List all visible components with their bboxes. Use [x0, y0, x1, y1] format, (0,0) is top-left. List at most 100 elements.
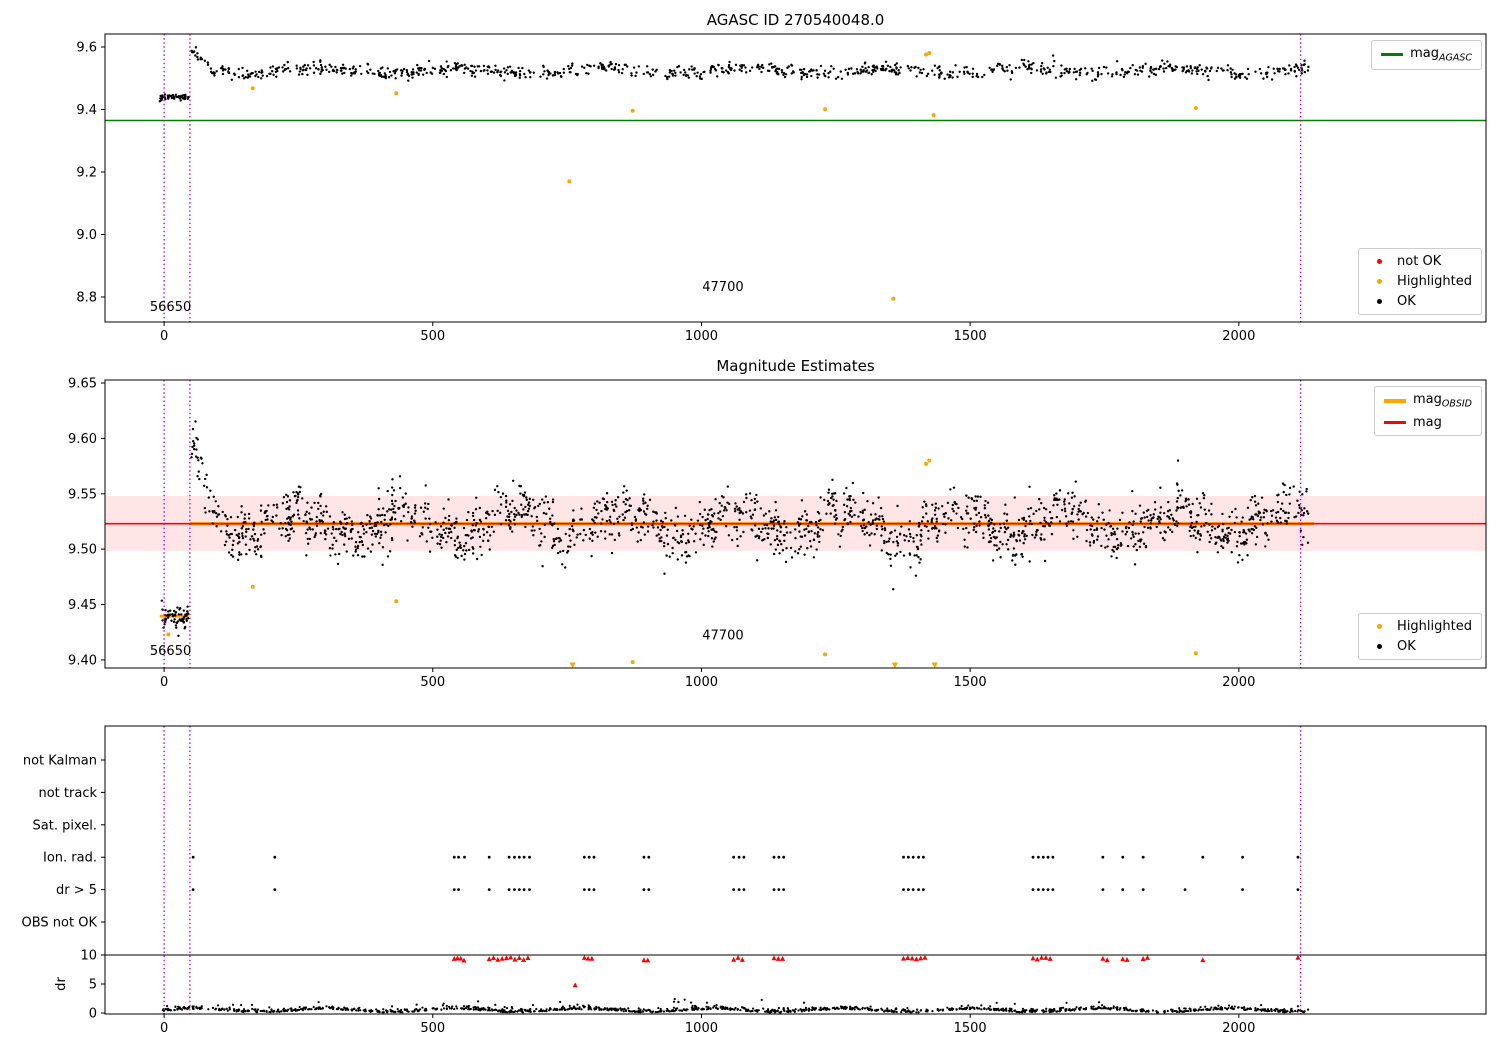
- mag-label: mag: [1412, 414, 1442, 430]
- svg-text:5: 5: [89, 978, 97, 993]
- top-plot-title: AGASC ID 270540048.0: [706, 11, 885, 29]
- svg-text:56650: 56650: [150, 644, 191, 659]
- mag-agasc-line-swatch: [1381, 53, 1404, 57]
- svg-text:9.55: 9.55: [68, 487, 97, 502]
- svg-text:1500: 1500: [954, 675, 987, 690]
- annotations: 56650 47700: [150, 629, 744, 660]
- ok-dot-icon: [1376, 299, 1382, 304]
- bottom-plot: 0 500 1000 1500 2000 not Kalman not track Sat. …: [22, 725, 1487, 1036]
- axes: 0 500 1000 1500 2000 not Kalman not track Sat. …: [22, 725, 1487, 1036]
- ok-points: [158, 46, 1310, 103]
- svg-text:500: 500: [420, 329, 445, 344]
- ion-rad-flag-points: [191, 855, 1300, 859]
- svg-text:9.60: 9.60: [68, 432, 97, 447]
- svg-text:1000: 1000: [685, 675, 718, 690]
- ok-dot-icon: [1376, 644, 1382, 649]
- dr-not-ok-points: [451, 954, 1301, 988]
- legend-item-not-ok: not OK: [1368, 254, 1472, 269]
- obsid-boundary-vlines: [163, 380, 1302, 668]
- svg-text:500: 500: [420, 1021, 445, 1036]
- legend-mid-status: Highlighted OK: [1358, 613, 1482, 660]
- svg-text:56650: 56650: [150, 300, 191, 315]
- legend-top-status: not OK Highlighted OK: [1358, 248, 1482, 315]
- svg-text:9.50: 9.50: [68, 543, 97, 558]
- legend-item-highlighted: Highlighted: [1368, 274, 1472, 289]
- highlighted-points: [250, 50, 1198, 301]
- axes: 0 500 1000 1500 2000 8.8 9.0 9.2 9.4 9.6: [76, 33, 1487, 344]
- svg-text:9.45: 9.45: [68, 598, 97, 613]
- mag-line-swatch: [1383, 420, 1406, 424]
- svg-text:8.8: 8.8: [76, 291, 97, 306]
- mag-agasc-label: magAGASC: [1410, 46, 1472, 64]
- axes: 0 500 1000 1500 2000 9.40 9.45 9.50 9.55 9.60 9.65: [68, 376, 1487, 690]
- svg-text:9.0: 9.0: [76, 228, 97, 243]
- clipped-low-triangle-icon: [569, 662, 576, 668]
- middle-plot-content: [105, 420, 1486, 668]
- legend-item-ok-2: OK: [1368, 639, 1472, 654]
- highlighted-points: [166, 458, 1198, 668]
- mag-agasc-swatch-box: [1381, 53, 1404, 57]
- legend-item-mag-obsid: magOBSID: [1383, 392, 1472, 410]
- svg-text:500: 500: [420, 675, 445, 690]
- mag-obsid-label: magOBSID: [1412, 392, 1472, 410]
- middle-plot: 56650 47700 0 500 1000 1500 2000 9.40 9.45 9.50 9.…: [68, 376, 1487, 690]
- dr-gt5-flag-points: [191, 888, 1300, 891]
- svg-text:0: 0: [89, 1007, 97, 1022]
- clipped-low-triangle-icon: [931, 662, 938, 668]
- svg-text:OBS not OK: OBS not OK: [22, 916, 98, 931]
- legend-item-mag-agasc: magAGASC: [1381, 46, 1472, 64]
- svg-text:47700: 47700: [702, 629, 743, 644]
- highlighted-label: Highlighted: [1397, 619, 1472, 634]
- svg-text:9.65: 9.65: [68, 376, 97, 391]
- dr-axis-label: dr: [54, 977, 69, 991]
- ok-label: OK: [1397, 639, 1416, 654]
- clipped-low-triangle-icon: [891, 662, 899, 668]
- svg-text:0: 0: [160, 675, 168, 690]
- dr-trace-points: [161, 997, 1310, 1014]
- svg-text:9.2: 9.2: [76, 166, 97, 181]
- ok-swatch-box: [1368, 299, 1390, 304]
- svg-text:10: 10: [80, 949, 97, 964]
- mag-swatch-box: [1383, 420, 1406, 424]
- svg-text:9.6: 9.6: [76, 41, 97, 56]
- svg-text:0: 0: [160, 1021, 168, 1036]
- svg-text:2000: 2000: [1222, 1021, 1255, 1036]
- legend-item-ok: OK: [1368, 294, 1472, 309]
- svg-text:1500: 1500: [954, 329, 987, 344]
- legend-mag-agasc: magAGASC: [1371, 40, 1482, 70]
- svg-text:dr > 5: dr > 5: [56, 883, 97, 898]
- bottom-plot-content: [105, 726, 1486, 1014]
- mag-obsid-line-swatch: [1383, 398, 1406, 403]
- ok-label: OK: [1397, 294, 1416, 309]
- ok2-swatch-box: [1368, 644, 1390, 649]
- svg-text:47700: 47700: [702, 280, 743, 295]
- not-ok-label: not OK: [1397, 254, 1442, 269]
- svg-text:2000: 2000: [1222, 675, 1255, 690]
- mag-obsid-swatch-box: [1383, 398, 1406, 403]
- svg-text:1500: 1500: [954, 1021, 987, 1036]
- svg-text:1000: 1000: [685, 1021, 718, 1036]
- highlighted-label: Highlighted: [1397, 274, 1472, 289]
- annotations: 56650 47700: [150, 280, 744, 315]
- legend-item-highlighted-2: Highlighted: [1368, 619, 1472, 634]
- svg-text:1000: 1000: [685, 329, 718, 344]
- svg-text:Sat. pixel.: Sat. pixel.: [33, 818, 97, 833]
- svg-text:Ion. rad.: Ion. rad.: [43, 851, 97, 866]
- top-plot-content: [105, 46, 1486, 301]
- svg-text:not Kalman: not Kalman: [23, 754, 97, 769]
- highlighted2-swatch-box: [1368, 624, 1390, 629]
- top-plot: 56650 47700 0 500 1000 1500 2000 8.8 9.0 9.2 9.4 9.…: [76, 33, 1487, 344]
- svg-text:9.40: 9.40: [68, 653, 97, 668]
- highlighted-dot-icon: [1376, 624, 1382, 629]
- obsid-boundary-vlines: [163, 34, 1302, 322]
- legend-mag-obsid: magOBSID mag: [1373, 386, 1482, 436]
- svg-text:2000: 2000: [1222, 329, 1255, 344]
- middle-plot-title: Magnitude Estimates: [716, 357, 875, 375]
- svg-text:9.4: 9.4: [76, 103, 97, 118]
- not-ok-swatch-box: [1368, 259, 1390, 264]
- not-ok-dot-icon: [1376, 259, 1382, 264]
- svg-text:0: 0: [160, 329, 168, 344]
- highlighted-swatch-box: [1368, 279, 1390, 284]
